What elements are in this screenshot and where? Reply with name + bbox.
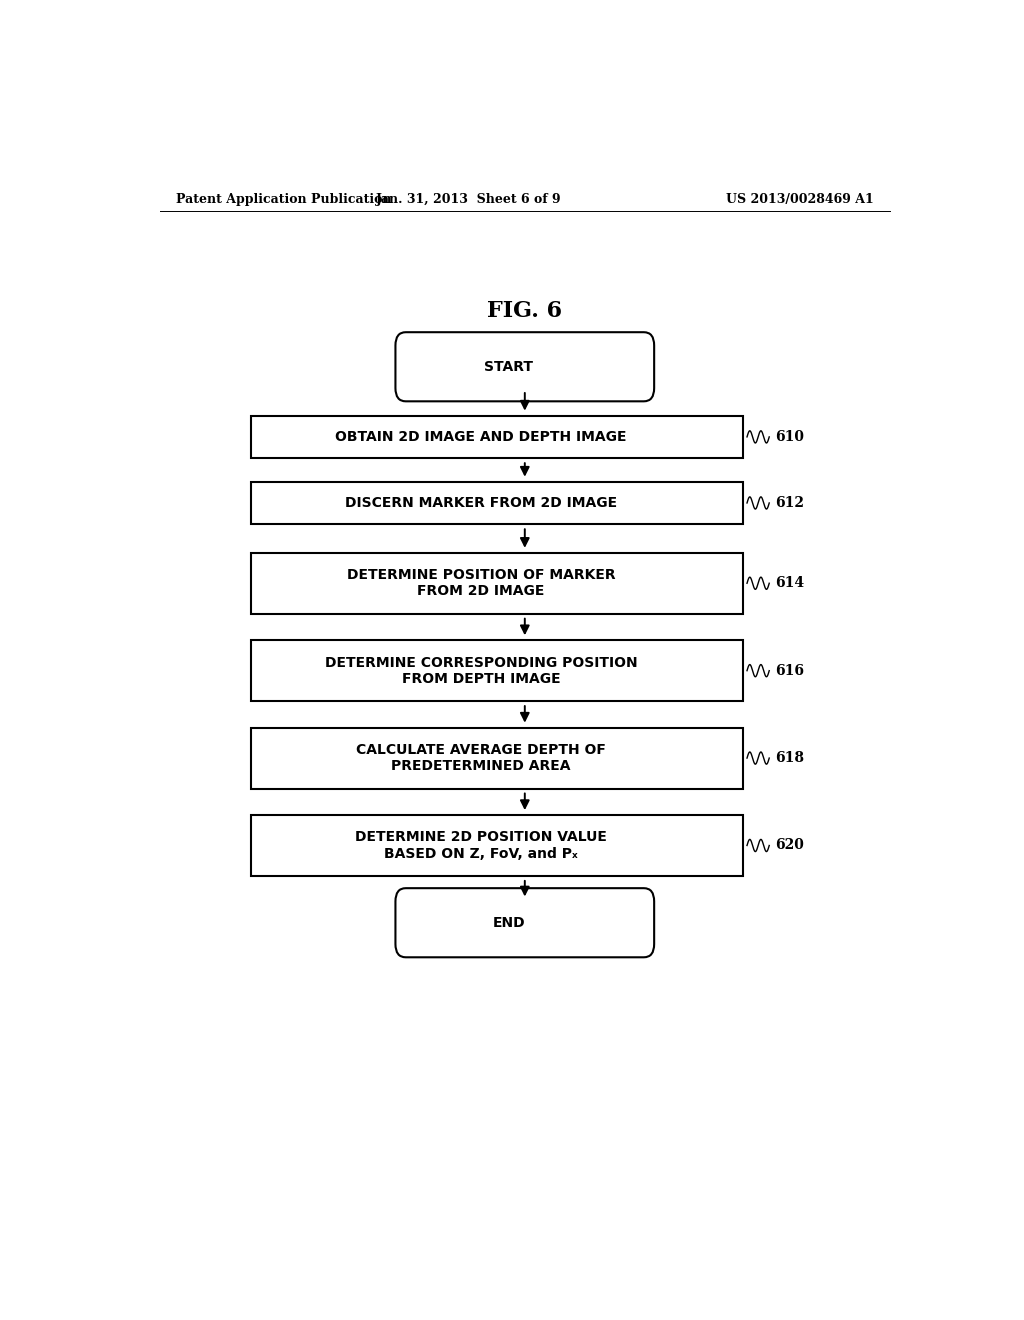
Text: CALCULATE AVERAGE DEPTH OF
PREDETERMINED AREA: CALCULATE AVERAGE DEPTH OF PREDETERMINED… — [356, 743, 606, 774]
Text: Jan. 31, 2013  Sheet 6 of 9: Jan. 31, 2013 Sheet 6 of 9 — [377, 193, 562, 206]
Text: START: START — [484, 360, 534, 374]
Text: US 2013/0028469 A1: US 2013/0028469 A1 — [726, 193, 873, 206]
FancyBboxPatch shape — [395, 888, 654, 957]
Text: Patent Application Publication: Patent Application Publication — [176, 193, 391, 206]
Text: DISCERN MARKER FROM 2D IMAGE: DISCERN MARKER FROM 2D IMAGE — [345, 496, 617, 510]
Bar — [251, 814, 743, 876]
Text: 612: 612 — [775, 496, 805, 510]
Text: OBTAIN 2D IMAGE AND DEPTH IMAGE: OBTAIN 2D IMAGE AND DEPTH IMAGE — [336, 430, 627, 444]
FancyBboxPatch shape — [395, 333, 654, 401]
Text: FIG. 6: FIG. 6 — [487, 300, 562, 322]
Text: DETERMINE CORRESPONDING POSITION
FROM DEPTH IMAGE: DETERMINE CORRESPONDING POSITION FROM DE… — [325, 656, 638, 686]
Bar — [251, 640, 743, 701]
Text: 610: 610 — [775, 430, 805, 444]
Bar — [251, 727, 743, 788]
Text: END: END — [493, 916, 525, 929]
Bar — [251, 553, 743, 614]
Text: 614: 614 — [775, 577, 805, 590]
Bar — [251, 482, 743, 524]
Text: 618: 618 — [775, 751, 805, 766]
Bar — [251, 416, 743, 458]
Text: DETERMINE 2D POSITION VALUE
BASED ON Z, FoV, and Pₓ: DETERMINE 2D POSITION VALUE BASED ON Z, … — [355, 830, 607, 861]
Text: DETERMINE POSITION OF MARKER
FROM 2D IMAGE: DETERMINE POSITION OF MARKER FROM 2D IMA… — [347, 568, 615, 598]
Text: 616: 616 — [775, 664, 805, 677]
Text: 620: 620 — [775, 838, 805, 853]
